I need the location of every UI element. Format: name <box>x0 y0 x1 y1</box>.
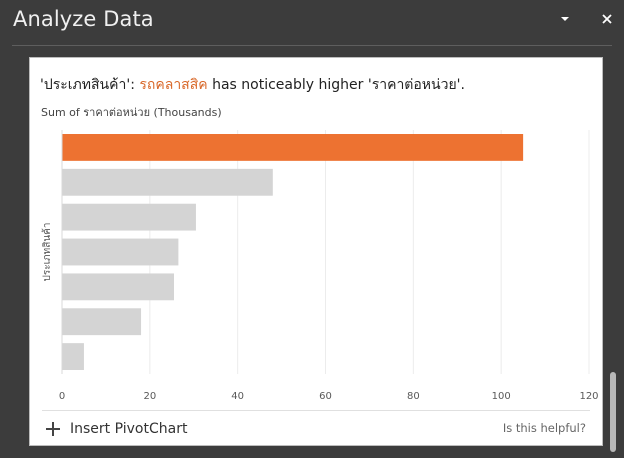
chart-bar <box>62 343 84 370</box>
scrollbar-thumb[interactable] <box>610 372 616 452</box>
plus-icon <box>46 422 60 436</box>
y-axis-label: ประเภทสินค้า <box>41 223 53 282</box>
chart-bar <box>62 238 179 266</box>
insight-highlight: รถคลาสสิค <box>139 77 208 93</box>
x-tick-label: 120 <box>579 391 598 402</box>
x-tick-label: 80 <box>407 391 420 402</box>
bar-chart: 0 20 40 60 80 100 120 ประเภทสินค้า <box>41 130 599 402</box>
chart-bar <box>62 203 196 231</box>
chart-bar <box>62 168 273 196</box>
x-tick-label: 40 <box>231 391 244 402</box>
x-tick-label: 20 <box>143 391 156 402</box>
close-icon[interactable] <box>596 8 618 30</box>
card-divider <box>42 410 590 411</box>
insight-card[interactable]: 'ประเภทสินค้า': รถคลาสสิค has noticeably… <box>29 57 603 446</box>
insight-text: 'ประเภทสินค้า': รถคลาสสิค has noticeably… <box>40 74 600 96</box>
chart-bar <box>62 273 174 301</box>
chart-title: Sum of ราคาต่อหน่วย (Thousands) <box>41 106 222 119</box>
x-tick-label: 60 <box>319 391 332 402</box>
pane-header: Analyze Data <box>0 0 624 46</box>
insight-suffix: has noticeably higher 'ราคาต่อหน่วย'. <box>207 77 465 93</box>
pane-title: Analyze Data <box>13 7 154 31</box>
helpful-link[interactable]: Is this helpful? <box>502 421 586 435</box>
x-tick-label: 0 <box>59 391 65 402</box>
header-divider <box>12 45 612 46</box>
chart-bar <box>62 308 142 336</box>
x-tick-label: 100 <box>492 391 511 402</box>
caret-down-icon[interactable] <box>554 8 576 30</box>
insight-prefix: 'ประเภทสินค้า': <box>40 77 140 93</box>
insert-pivotchart-label: Insert PivotChart <box>70 421 188 437</box>
chart-bar <box>62 134 524 161</box>
insert-pivotchart-button[interactable]: Insert PivotChart <box>46 418 187 440</box>
